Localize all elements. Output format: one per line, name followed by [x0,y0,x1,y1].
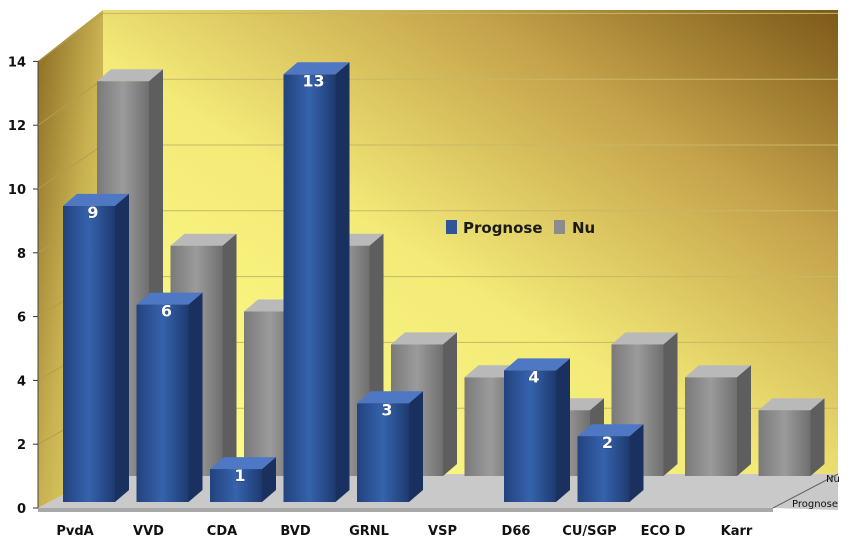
bar-prognose-cda-front [210,469,262,502]
bar-nu-cusgp-side [663,332,678,476]
bar-nu-karr-side [810,398,825,476]
y-tick-label: 4 [17,374,26,389]
bar-prognose-cda-top [210,457,276,470]
bar-nu-cusgp-top [611,332,678,345]
bar-prognose-bvd-top [283,62,350,75]
legend-label-prognose: Prognose [463,219,543,237]
bar-nu-pvda-top [97,69,163,82]
legend-swatch-prognose [446,220,457,234]
depth-axis-line [772,473,839,509]
x-tick-label: ECO D [641,524,686,539]
data-label: 2 [602,433,613,452]
y-tick-label: 14 [8,55,26,70]
x-tick-label: VSP [428,524,457,539]
bar-prognose-vvd-side [188,292,203,502]
bar-nu-grnl-top [391,332,457,345]
x-tick-label: Karr [721,524,753,539]
bar-nu-karr-top [758,398,825,411]
y-tick-label: 6 [17,311,26,326]
data-label: 4 [528,367,539,386]
depth-axis: Nu Prognose [772,473,840,510]
bar-prognose-cusgp-side [629,424,644,502]
bar-prognose-grnl-front [357,403,409,502]
bar-nu-vvd-side [222,233,237,476]
data-label: 9 [87,203,98,222]
data-label: 1 [234,466,245,485]
depth-label-prognose: Prognose [792,499,838,510]
data-label: 3 [381,400,392,419]
x-tick-label: CDA [207,524,237,539]
bar-nu-vvd-top [170,233,237,246]
gridline-side [37,144,104,190]
bar-prognose-d66 [504,358,570,502]
y-axis: 0 2 4 6 8 10 12 14 [8,55,39,517]
bar-prognose-cda-side [262,457,276,502]
bar-prognose-bvd [283,62,350,503]
bar-prognose-pvda-side [115,193,129,502]
legend-label-nu: Nu [572,219,595,237]
bar-prognose-vvd-top [136,292,203,305]
bar-nu-grnl-side [443,332,457,476]
bar-prognose-cda [210,457,276,502]
bar-prognose-vvd-front [136,304,189,502]
bar-nu-ecod [685,365,751,476]
x-tick-label: BVD [280,524,310,539]
bar-prognose-pvda-front [63,205,115,502]
x-axis: PvdA VVD CDA BVD GRNL VSP D66 CU/SGP ECO D Karr [56,524,753,539]
bar-prognose-bvd-front [283,74,336,503]
y-tick-label: 0 [17,502,26,517]
x-tick-label: PvdA [56,524,93,539]
data-labels: 9 6 1 13 3 4 2 [87,71,613,485]
y-tick-label: 12 [8,119,26,134]
data-label: 13 [302,71,324,90]
y-tick-label: 2 [17,438,26,453]
gridline-side [37,78,104,126]
bar-prognose-grnl [357,391,423,502]
floor-front-edge [38,508,773,512]
bar-prognose-vvd [136,292,203,502]
bar-prognose-cusgp [577,424,644,502]
bar-nu-ecod-side [737,365,751,476]
bar-prognose-pvda-top [63,193,129,206]
bar-prognose-d66-top [504,358,570,371]
bar-nu-karr-front [758,410,811,476]
data-label: 6 [161,302,172,321]
bar-prognose-cusgp-top [577,424,644,437]
depth-label-nu: Nu [826,474,840,485]
bar-prognose-pvda [63,193,129,502]
bar-nu-karr [758,398,825,476]
legend: Prognose Nu [446,219,595,237]
y-tick-label: 8 [17,247,26,262]
gridline-side [37,12,104,62]
bar-prognose-grnl-top [357,391,423,404]
bar-prognose-cusgp-front [577,436,630,502]
legend-swatch-nu [554,220,565,234]
bars-prognose [63,62,644,503]
x-tick-label: D66 [502,524,531,539]
bar-prognose-d66-front [504,370,556,502]
bar-nu-ecod-front [685,377,737,476]
x-tick-label: VVD [133,524,164,539]
bar-prognose-d66-side [556,358,570,502]
bar-prognose-bvd-side [335,62,350,503]
bar-nu-ecod-top [685,365,751,378]
x-tick-label: GRNL [349,524,389,539]
x-tick-label: CU/SGP [562,524,616,539]
y-tick-label: 10 [8,183,26,198]
bar-prognose-grnl-side [409,391,423,502]
